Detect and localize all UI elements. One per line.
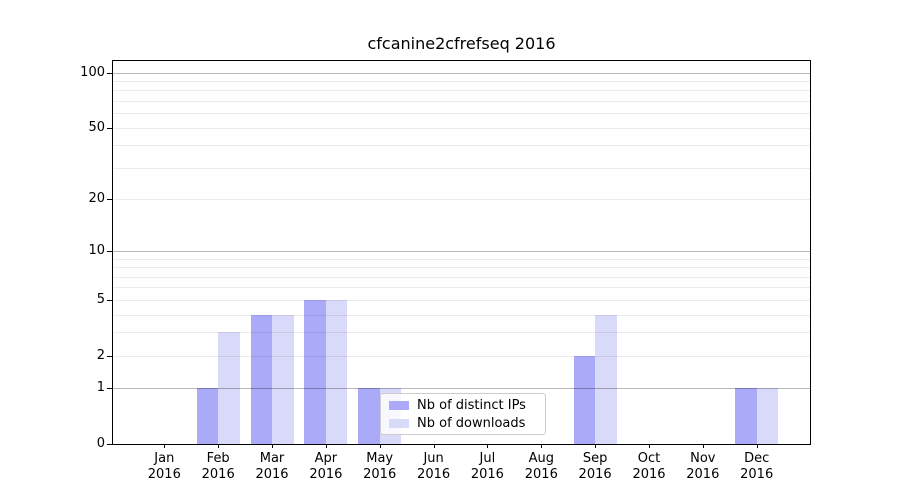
gridline-major — [113, 251, 810, 252]
bar-downloads-sep — [595, 314, 617, 444]
gridline-minor — [113, 101, 810, 102]
y-tick-mark — [107, 299, 112, 301]
x-tick-mark — [325, 444, 327, 448]
x-tick-label-dec: Dec 2016 — [740, 451, 774, 482]
y-tick-mark — [107, 444, 112, 445]
legend-label-downloads: Nb of downloads — [417, 415, 526, 431]
gridline-minor — [113, 299, 810, 301]
gridline-minor — [113, 267, 810, 269]
x-tick-mark — [756, 444, 758, 448]
y-tick-label: 2 — [96, 347, 105, 363]
x-tick-label-may: May 2016 — [363, 451, 397, 482]
y-tick-mark — [107, 199, 112, 200]
x-tick-mark — [218, 444, 220, 448]
x-tick-label-jun: Jun 2016 — [417, 451, 451, 482]
x-tick-mark — [164, 444, 166, 448]
legend-entry-distinct-ips: Nb of distinct IPs — [389, 397, 545, 414]
y-tick-mark — [107, 388, 112, 390]
y-tick-mark — [107, 72, 112, 74]
x-tick-label-jan: Jan 2016 — [147, 451, 181, 482]
gridline-minor — [113, 145, 810, 147]
legend-swatch-downloads — [389, 418, 409, 428]
x-tick-label-aug: Aug 2016 — [524, 451, 558, 482]
bar-distinct-ips-may — [358, 388, 380, 444]
legend: Nb of distinct IPs Nb of downloads — [380, 393, 546, 435]
gridline-minor — [113, 90, 810, 92]
gridline-minor — [113, 355, 810, 357]
legend-entry-downloads: Nb of downloads — [389, 415, 545, 432]
legend-swatch-distinct-ips — [389, 400, 409, 410]
gridline-minor — [113, 276, 810, 278]
y-tick-label: 50 — [88, 119, 105, 135]
y-tick-label: 10 — [88, 243, 105, 258]
gridline-minor — [113, 199, 810, 200]
gridline-minor — [113, 332, 810, 334]
x-tick-label-sep: Sep 2016 — [578, 451, 612, 482]
bar-distinct-ips-sep — [573, 355, 596, 444]
x-tick-mark — [379, 444, 381, 448]
bar-downloads-dec — [756, 388, 779, 444]
gridline-minor — [113, 287, 810, 289]
y-tick-label: 0 — [96, 436, 105, 451]
y-tick-mark — [107, 127, 112, 129]
legend-label-distinct-ips: Nb of distinct IPs — [417, 397, 526, 413]
x-tick-mark — [649, 444, 650, 448]
plot-area — [112, 60, 811, 445]
bar-distinct-ips-apr — [304, 299, 326, 444]
gridline-minor — [113, 258, 810, 260]
bar-downloads-apr — [325, 299, 348, 444]
x-tick-label-mar: Mar 2016 — [255, 451, 289, 482]
x-tick-mark — [487, 444, 489, 448]
y-tick-label: 5 — [96, 291, 105, 307]
x-tick-label-nov: Nov 2016 — [686, 451, 720, 482]
gridline-minor — [113, 314, 810, 316]
gridline-minor — [113, 81, 810, 82]
gridline-major — [113, 72, 810, 74]
gridline-minor — [113, 113, 810, 115]
x-tick-label-apr: Apr 2016 — [309, 451, 343, 482]
y-tick-label: 100 — [80, 64, 105, 80]
bar-downloads-mar — [272, 314, 294, 444]
y-tick-label: 1 — [96, 380, 105, 396]
chart-title: cfcanine2cfrefseq 2016 — [367, 34, 556, 53]
x-tick-mark — [595, 444, 597, 448]
bar-distinct-ips-dec — [735, 388, 757, 444]
y-tick-label: 20 — [88, 191, 105, 206]
x-tick-label-feb: Feb 2016 — [201, 451, 235, 482]
x-tick-label-jul: Jul 2016 — [470, 451, 504, 482]
y-tick-mark — [107, 251, 112, 252]
x-tick-mark — [272, 444, 273, 448]
y-tick-mark — [107, 355, 112, 357]
bar-distinct-ips-feb — [196, 388, 219, 444]
bar-distinct-ips-mar — [250, 314, 272, 444]
gridline-minor — [113, 167, 810, 169]
x-tick-mark — [433, 444, 435, 448]
gridline-minor — [113, 127, 810, 129]
gridline-major — [113, 388, 810, 390]
bar-downloads-feb — [218, 332, 240, 444]
x-tick-mark — [541, 444, 543, 448]
x-tick-mark — [702, 444, 704, 448]
x-tick-label-oct: Oct 2016 — [632, 451, 666, 482]
